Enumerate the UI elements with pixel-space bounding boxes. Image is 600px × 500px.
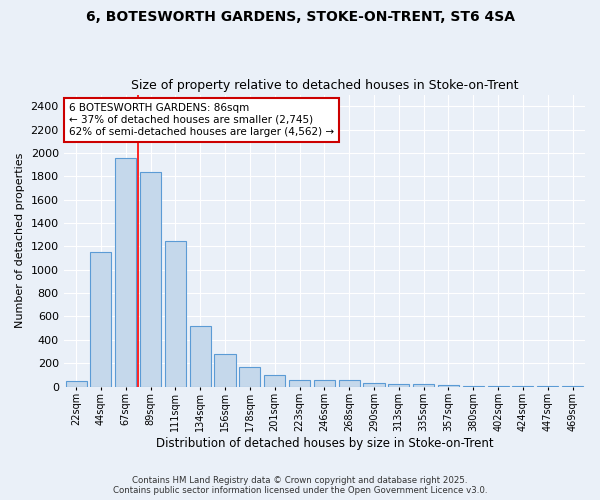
Y-axis label: Number of detached properties: Number of detached properties (15, 153, 25, 328)
Text: 6, BOTESWORTH GARDENS, STOKE-ON-TRENT, ST6 4SA: 6, BOTESWORTH GARDENS, STOKE-ON-TRENT, S… (86, 10, 515, 24)
Bar (239, 367, 260, 386)
Bar (214, 354, 236, 386)
Text: 6 BOTESWORTH GARDENS: 86sqm
← 37% of detached houses are smaller (2,745)
62% of : 6 BOTESWORTH GARDENS: 86sqm ← 37% of det… (69, 104, 334, 136)
Bar (413, 384, 434, 386)
Bar (140, 172, 161, 386)
Bar (388, 384, 409, 386)
Bar (264, 375, 285, 386)
Bar (364, 383, 385, 386)
Bar (338, 380, 360, 386)
Bar (314, 380, 335, 386)
Bar (165, 240, 186, 386)
Bar (438, 385, 459, 386)
Bar (65, 380, 86, 386)
Bar (91, 252, 112, 386)
Title: Size of property relative to detached houses in Stoke-on-Trent: Size of property relative to detached ho… (131, 79, 518, 92)
X-axis label: Distribution of detached houses by size in Stoke-on-Trent: Distribution of detached houses by size … (155, 437, 493, 450)
Bar (289, 380, 310, 386)
Bar (115, 158, 136, 386)
Text: Contains HM Land Registry data © Crown copyright and database right 2025.
Contai: Contains HM Land Registry data © Crown c… (113, 476, 487, 495)
Bar (190, 326, 211, 386)
